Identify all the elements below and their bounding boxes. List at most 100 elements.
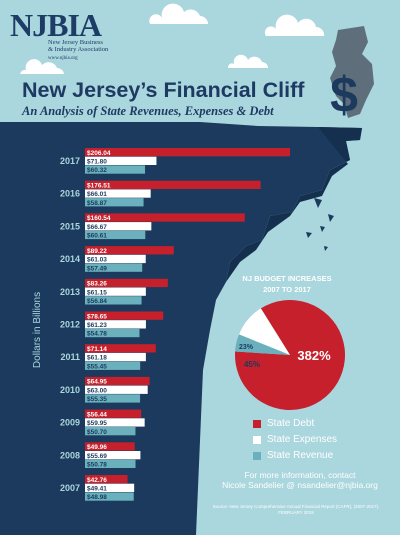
bar-expenses <box>85 156 157 165</box>
source-block: Source: New Jersey Comprehensive Annual … <box>196 504 396 516</box>
cloud <box>227 54 268 68</box>
bar-expenses <box>85 287 146 296</box>
bar-revenue <box>85 230 146 240</box>
bar-value-label: $50.70 <box>87 429 107 436</box>
rock <box>328 214 334 222</box>
bar-debt <box>85 376 150 386</box>
bar-value-label: $55.35 <box>87 396 107 403</box>
bar-value-label: $60.32 <box>87 167 107 174</box>
year-label: 2016 <box>60 189 80 199</box>
logo-mark: NJBIA <box>10 7 102 43</box>
nj-state-shape <box>330 26 374 118</box>
bar-value-label: $60.61 <box>87 233 107 240</box>
bar-expenses <box>85 483 135 492</box>
bar-value-label: $61.18 <box>87 355 107 362</box>
logo-line1: New Jersey Business <box>48 39 103 46</box>
year-label: 2015 <box>60 221 80 231</box>
pie-chart: 382% 45% 23% <box>235 299 345 410</box>
legend-item-debt: State Debt <box>253 418 373 432</box>
pie-subtitle: 2007 TO 2017 <box>263 285 311 294</box>
pie-label-revenue: 23% <box>239 344 254 351</box>
bar-revenue <box>85 427 136 436</box>
pie-label-expenses: 45% <box>244 360 260 369</box>
bar-value-label: $61.15 <box>87 289 107 296</box>
bar-value-label: $59.95 <box>87 420 107 427</box>
bar-expenses <box>85 222 152 231</box>
bar-value-label: $55.69 <box>87 453 107 460</box>
legend-item-expenses: State Expenses <box>253 434 373 448</box>
bar-expenses <box>85 418 145 427</box>
bar-value-label: $83.26 <box>87 281 107 288</box>
bar-value-label: $71.80 <box>87 159 107 166</box>
bar-revenue <box>85 328 140 338</box>
page-subtitle: An Analysis of State Revenues, Expenses … <box>22 104 274 118</box>
page-title: New Jersey’s Financial Cliff <box>22 78 305 102</box>
bar-revenue <box>85 459 136 468</box>
bar-value-label: $64.95 <box>87 379 107 386</box>
cliff-shade <box>226 127 362 282</box>
year-label: 2013 <box>60 287 80 297</box>
bar-expenses <box>85 385 148 394</box>
bar-value-label: $176.51 <box>87 183 111 190</box>
year-label: 2007 <box>60 483 80 493</box>
year-label: 2009 <box>60 418 80 428</box>
year-label: 2010 <box>60 385 80 395</box>
year-label: 2012 <box>60 320 80 330</box>
cloud <box>149 3 208 24</box>
bar-debt <box>85 278 168 288</box>
bar-value-label: $42.76 <box>87 477 107 484</box>
bar-expenses <box>85 451 141 460</box>
bar-value-label: $56.44 <box>87 411 107 418</box>
bar-value-label: $78.65 <box>87 313 107 320</box>
bar-debt <box>85 409 142 418</box>
bar-revenue <box>85 394 141 403</box>
bar-value-label: $49.96 <box>87 444 107 451</box>
bar-debt <box>85 246 174 255</box>
bar-expenses <box>85 352 146 362</box>
bar-revenue <box>85 165 146 174</box>
bar-value-label: $56.84 <box>87 298 107 305</box>
bar-expenses <box>85 320 146 329</box>
pie-title: NJ BUDGET INCREASES <box>242 274 332 283</box>
bar-revenue <box>85 492 134 501</box>
rock <box>306 232 312 238</box>
logo-line2: & Industry Association <box>48 46 109 53</box>
contact-block: For more information, contact Nicole San… <box>200 470 400 490</box>
legend-swatch-debt <box>253 420 261 428</box>
bar-value-label: $54.78 <box>87 331 107 338</box>
bar-revenue <box>85 263 143 272</box>
bar-value-label: $50.78 <box>87 462 107 469</box>
pie-slice-revenue <box>235 334 290 355</box>
source-text: Source: New Jersey Comprehensive Annual … <box>212 504 380 509</box>
y-axis-title: Dollars in Billions <box>32 292 43 368</box>
bar-debt <box>85 344 156 353</box>
contact-line1: For more information, contact <box>244 470 356 480</box>
bar-revenue <box>85 361 141 370</box>
bar-debt <box>85 475 128 484</box>
bar-value-label: $61.03 <box>87 257 107 264</box>
year-label: 2014 <box>60 254 80 264</box>
bar-expenses <box>85 189 151 198</box>
falling-rocks <box>306 198 334 251</box>
logo-url: www.njbia.org <box>48 56 78 61</box>
bar-value-label: $66.01 <box>87 191 107 198</box>
njbia-logo[interactable]: NJBIA New Jersey Business & Industry Ass… <box>10 9 130 69</box>
year-label: 2011 <box>60 352 80 362</box>
legend-swatch-revenue <box>253 452 261 460</box>
dollar-sign-icon: $ <box>330 67 358 123</box>
rock <box>320 226 325 232</box>
bar-value-label: $48.98 <box>87 494 107 501</box>
legend-label-debt: State Debt <box>267 418 315 429</box>
clouds <box>20 3 325 74</box>
bar-debt <box>85 213 245 222</box>
bar-debt <box>85 442 135 451</box>
contact-line2[interactable]: Nicole Sandelier @ nsandelier@njbia.org <box>222 480 378 490</box>
legend-swatch-expenses <box>253 436 261 444</box>
bar-revenue <box>85 296 142 305</box>
bar-debt <box>85 180 261 189</box>
bar-value-label: $63.00 <box>87 387 107 394</box>
bar-expenses <box>85 254 146 264</box>
rock <box>324 246 328 251</box>
bar-value-label: $55.45 <box>87 363 107 370</box>
